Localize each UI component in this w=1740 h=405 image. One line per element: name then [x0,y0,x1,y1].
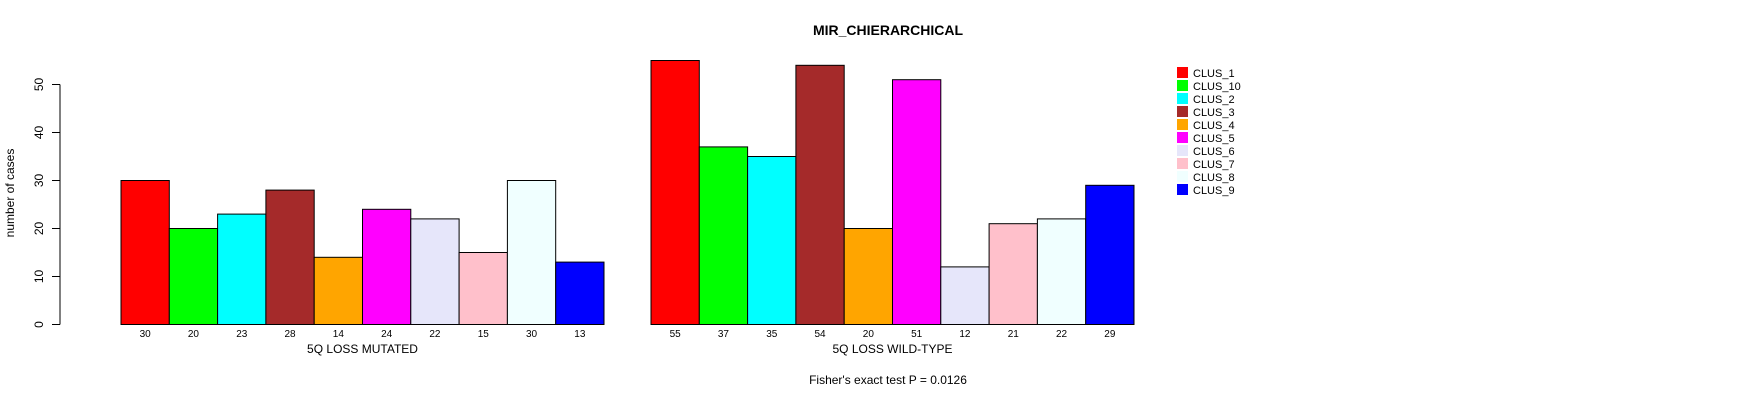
bar-count-label: 15 [478,329,490,340]
bar-count-label: 13 [574,329,586,340]
bar-clus-6 [410,218,460,325]
bar-clus-5 [892,79,942,325]
bar-clus-1 [120,180,170,325]
legend-label: CLUS_3 [1193,107,1235,119]
bar-clus-3 [795,64,845,326]
legend-label: CLUS_7 [1193,159,1235,171]
fisher-test-footnote: Fisher's exact test P = 0.0126 [809,373,967,387]
bar-count-label: 24 [381,329,393,340]
bar-clus-4 [843,228,894,325]
bar-count-label: 35 [766,329,778,340]
bar-count-label: 54 [814,329,826,340]
bar-clus-7 [988,223,1038,325]
bar-clus-10 [168,228,219,325]
bar-clus-8 [506,180,557,325]
y-axis: 0 10 20 30 40 50 [32,78,61,328]
bar-count-label: 30 [526,329,538,340]
legend: CLUS_1CLUS_10CLUS_2CLUS_3CLUS_4CLUS_5CLU… [1177,67,1241,197]
bars [120,60,1135,326]
group-label: 5Q LOSS MUTATED [307,342,418,356]
bar-count-label: 20 [863,329,875,340]
bar-count-label: 37 [718,329,730,340]
y-tick-label: 50 [32,78,46,92]
legend-swatch [1177,145,1188,156]
chart-title: MIR_CHIERARCHICAL [813,22,964,38]
legend-swatch [1177,119,1188,130]
bar-clus-5 [362,208,412,325]
y-axis-label: number of cases [3,149,17,238]
bar-clus-4 [313,256,364,325]
group-labels: 5Q LOSS MUTATED 5Q LOSS WILD-TYPE [307,342,952,356]
legend-swatch [1177,80,1188,91]
legend-label: CLUS_5 [1193,133,1235,145]
legend-swatch [1177,67,1188,78]
bar-count-label: 28 [284,329,296,340]
legend-swatch [1177,158,1188,169]
y-tick-label: 30 [32,174,46,188]
bar-count-label: 20 [188,329,200,340]
bar-clus-9 [1085,184,1135,325]
legend-swatch [1177,93,1188,104]
bar-clus-8 [1036,218,1087,325]
y-tick-label: 40 [32,126,46,140]
bar-clus-9 [555,261,605,326]
legend-label: CLUS_6 [1193,146,1235,158]
legend-label: CLUS_2 [1193,94,1235,106]
legend-swatch [1177,106,1188,117]
bar-count-label: 22 [429,329,441,340]
bar-clus-6 [940,266,990,325]
bar-count-label: 23 [236,329,248,340]
bar-clus-2 [217,213,267,326]
bar-count-label: 29 [1104,329,1116,340]
legend-label: CLUS_9 [1193,185,1235,197]
bar-clus-10 [698,146,749,325]
bar-count-label: 22 [1056,329,1068,340]
bar-count-label: 30 [140,329,152,340]
legend-swatch [1177,132,1188,143]
bar-count-label: 21 [1008,329,1020,340]
count-labels: 30 20 23 28 14 24 22 15 30 13 55 37 35 54 20 51 12 21 22 29 [140,329,1116,340]
y-tick-label: 0 [32,321,46,328]
bar-count-label: 12 [959,329,971,340]
y-tick-label: 20 [32,222,46,236]
legend-label: CLUS_1 [1193,68,1235,80]
bar-count-label: 51 [911,329,923,340]
bar-clus-2 [747,156,797,325]
bar-count-label: 14 [333,329,345,340]
bar-clus-3 [265,189,315,325]
legend-swatch [1177,184,1188,195]
bar-clus-7 [458,252,508,325]
group-label: 5Q LOSS WILD-TYPE [832,342,952,356]
legend-swatch [1177,171,1188,182]
legend-label: CLUS_10 [1193,81,1241,93]
legend-label: CLUS_8 [1193,172,1235,184]
bar-clus-1 [650,60,700,325]
legend-label: CLUS_4 [1193,120,1235,132]
bar-count-label: 55 [670,329,682,340]
y-tick-label: 10 [32,270,46,284]
